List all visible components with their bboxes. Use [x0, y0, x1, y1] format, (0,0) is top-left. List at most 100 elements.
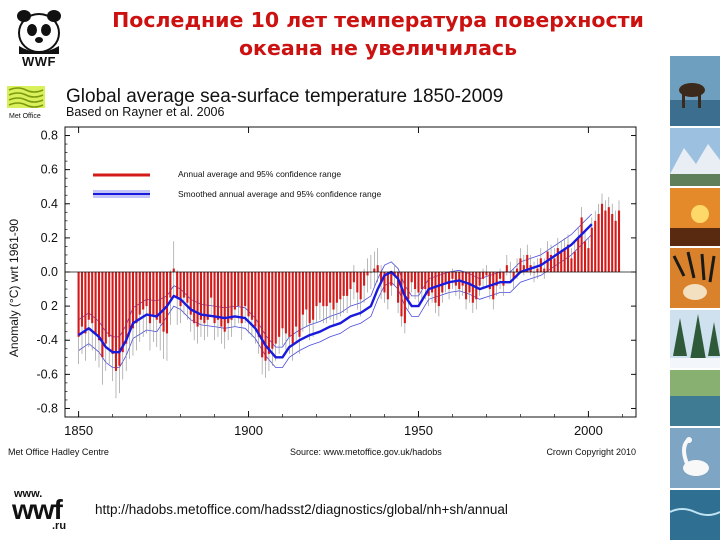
annual-bar — [478, 272, 481, 286]
annual-bar — [196, 272, 199, 327]
wwf-ru-logo-www: www. — [14, 488, 43, 500]
annual-bar — [87, 272, 90, 320]
annual-bar — [257, 272, 260, 337]
annual-bar — [580, 217, 583, 272]
annual-bar — [206, 272, 209, 320]
annual-bar — [502, 272, 505, 286]
annual-bar — [488, 272, 491, 290]
annual-bar — [97, 272, 101, 341]
annual-bar — [148, 272, 152, 324]
annual-bar — [583, 241, 587, 272]
annual-bar — [519, 258, 522, 272]
annual-bar — [162, 272, 165, 332]
footer-copyright: Crown Copyright 2010 — [546, 447, 636, 457]
annual-bar — [271, 272, 274, 349]
y-tick-label: 0.0 — [41, 265, 58, 279]
annual-bar — [349, 272, 352, 290]
annual-bar — [233, 272, 236, 310]
annual-bar — [223, 272, 226, 332]
annual-bar — [607, 207, 610, 272]
photo-swan — [670, 428, 720, 488]
annual-bar — [210, 272, 213, 298]
y-axis-label: Anomaly (°C) wrt 1961-90 — [7, 219, 21, 358]
y-tick-label: 0.8 — [41, 129, 58, 143]
y-tick-label: -0.6 — [36, 367, 58, 381]
photo-sea — [670, 490, 720, 540]
smoothed-band-lower — [78, 234, 593, 368]
annual-bar — [410, 272, 413, 283]
annual-bar — [169, 272, 172, 298]
photo-tiger — [670, 248, 720, 308]
annual-bar — [189, 272, 192, 315]
annual-bar — [159, 272, 162, 324]
wwf-ru-logo-wwf: wwf — [12, 494, 63, 525]
annual-bar — [570, 258, 573, 272]
annual-bar — [322, 272, 325, 307]
annual-bar — [335, 272, 338, 303]
annual-bar — [454, 272, 457, 286]
annual-bar — [135, 272, 138, 324]
annual-bar — [424, 272, 427, 290]
annual-bar — [611, 214, 614, 272]
photo-mountains — [670, 128, 720, 186]
annual-bar — [274, 272, 277, 344]
legend-smoothed-label: Smoothed annual average and 95% confiden… — [178, 189, 381, 199]
annual-bar — [437, 272, 440, 307]
annual-bar — [597, 214, 600, 272]
annual-bar — [220, 272, 223, 327]
annual-bar — [577, 237, 580, 272]
annual-bar — [315, 272, 318, 307]
annual-bar — [278, 272, 281, 337]
annual-bar — [471, 272, 474, 303]
chart-title: Global average sea-surface temperature 1… — [66, 86, 503, 107]
annual-bar — [281, 272, 284, 329]
annual-bar — [305, 272, 308, 310]
annual-bar — [400, 272, 403, 317]
annual-bar — [390, 272, 393, 286]
annual-bar — [227, 272, 230, 324]
annual-bar — [131, 272, 135, 329]
annual-bar — [203, 272, 206, 324]
annual-bar — [397, 272, 400, 303]
sst-chart: Met Office Global average sea-surface te… — [7, 86, 637, 457]
photo-horse-sea — [670, 56, 720, 126]
annual-bar — [549, 254, 553, 272]
annual-bar — [414, 272, 417, 290]
annual-bar — [199, 272, 203, 320]
annual-bar — [111, 272, 114, 354]
annual-bar — [155, 272, 158, 320]
annual-bar — [216, 272, 220, 320]
annual-bar — [176, 272, 179, 298]
annual-bar — [121, 272, 124, 353]
legend-annual-label: Annual average and 95% confidence range — [178, 169, 341, 179]
slide-title-line1: Последние 10 лет температура поверхности — [112, 8, 644, 32]
wwf-ru-logo: www. wwf .ru — [12, 488, 72, 534]
annual-bar — [77, 272, 80, 337]
annual-bar — [573, 251, 576, 272]
y-tick-label: 0.6 — [41, 163, 58, 177]
annual-bar — [91, 272, 94, 324]
annual-bar — [254, 272, 257, 327]
nature-photo-strip — [670, 56, 720, 540]
annual-bar — [329, 272, 332, 303]
annual-bar — [125, 272, 128, 344]
annual-bar — [94, 272, 97, 334]
x-tick-label: 2000 — [574, 423, 603, 438]
panda-icon — [17, 10, 61, 54]
annual-bar — [295, 272, 298, 327]
annual-bar — [587, 248, 590, 272]
y-tick-label: 0 2 — [41, 299, 58, 313]
annual-bar — [386, 272, 389, 300]
x-tick-label: 1950 — [404, 423, 433, 438]
annual-bar — [118, 272, 121, 366]
annual-bar — [284, 272, 287, 334]
annual-bar — [267, 272, 270, 354]
axes: 0.8 0.6 0.4 0.2 0.0 0 2 -0.4 -0.6 -0.8 1850 1900 19… — [36, 127, 636, 438]
annual-bar — [553, 258, 556, 272]
annual-bar — [237, 272, 240, 307]
annual-bar — [380, 272, 383, 283]
y-tick-label: -0.8 — [36, 401, 58, 415]
source-url-link[interactable]: http://hadobs.metoffice.com/hadsst2/diag… — [95, 502, 508, 517]
annual-bar — [363, 272, 366, 286]
annual-bar — [342, 272, 345, 296]
